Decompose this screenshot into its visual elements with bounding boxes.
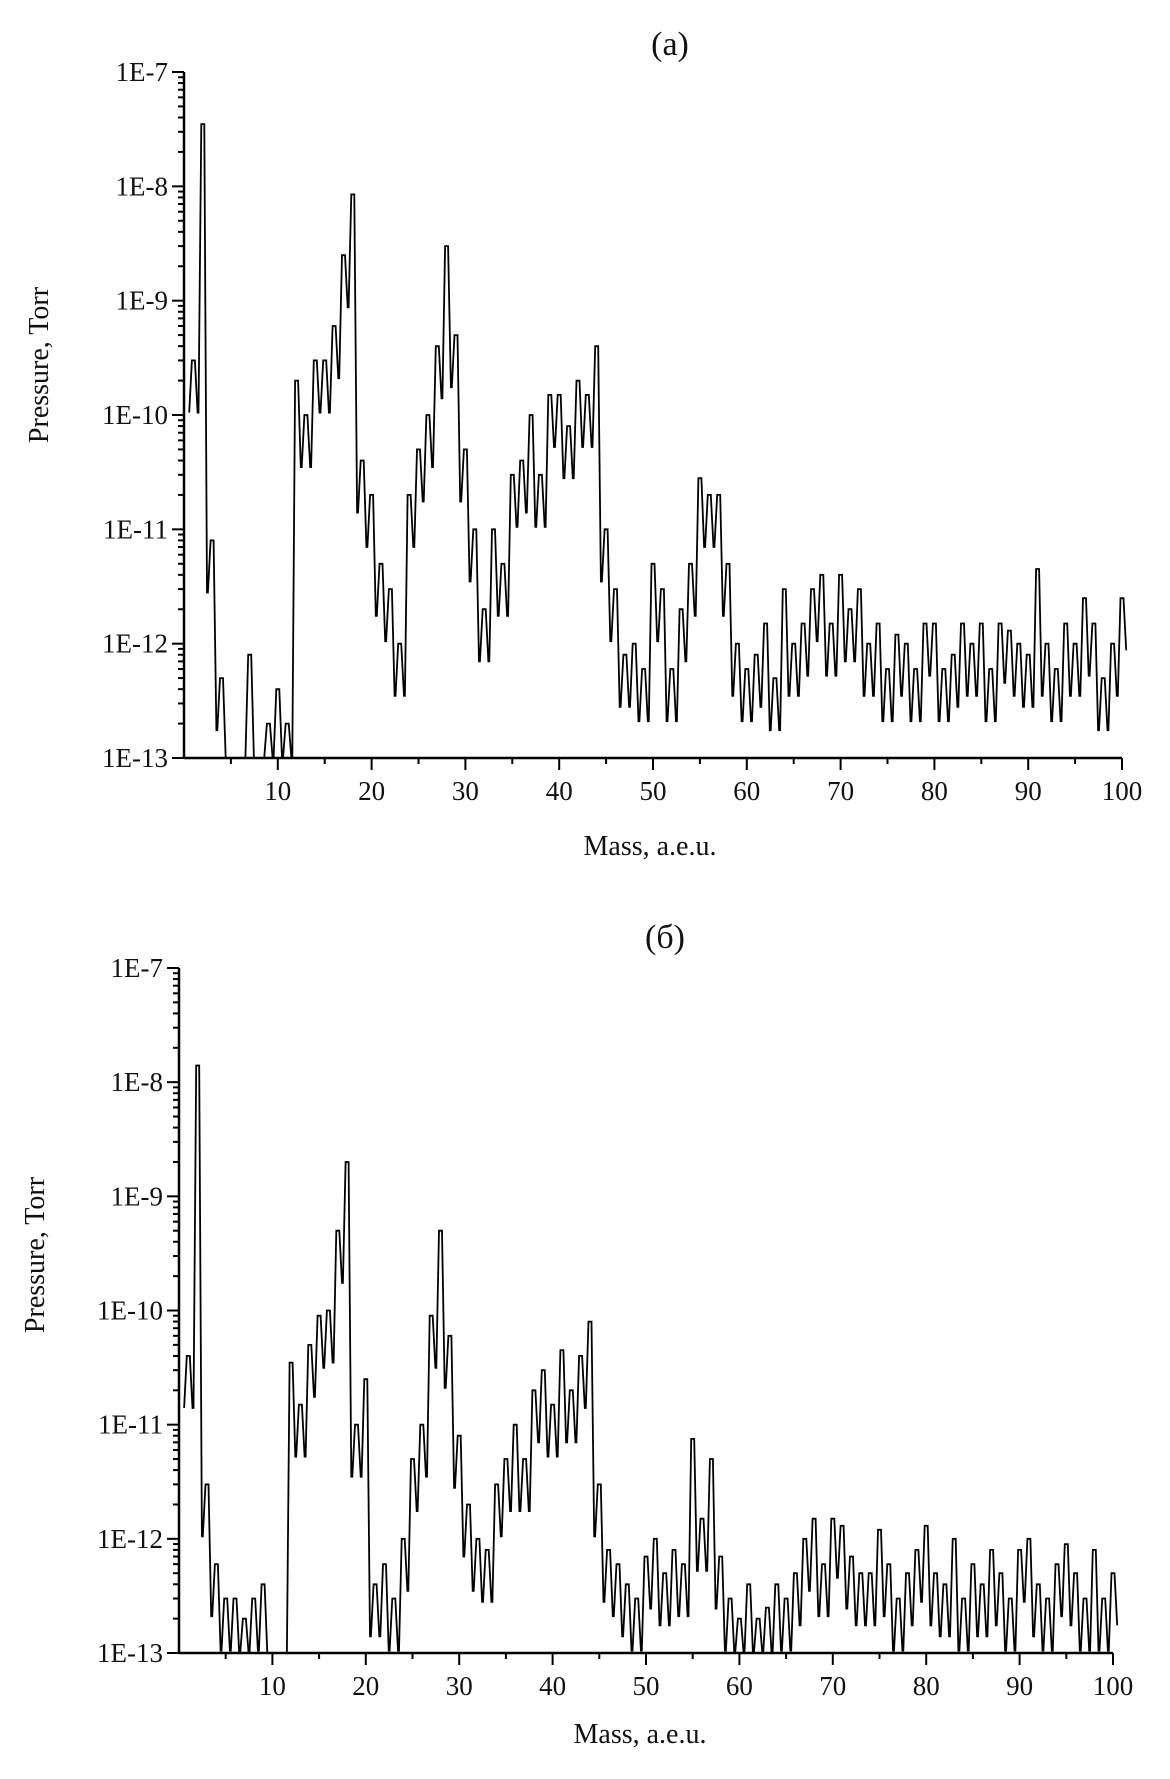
- x-tick-label: 90: [1015, 776, 1042, 806]
- y-tick-label: 1E-8: [116, 171, 168, 201]
- x-tick-label: 60: [733, 776, 760, 806]
- x-tick-label: 20: [352, 1671, 379, 1701]
- x-tick-label: 30: [446, 1671, 473, 1701]
- x-tick-label: 70: [827, 776, 854, 806]
- y-tick-label: 1E-10: [102, 400, 168, 430]
- y-tick-label: 1E-10: [97, 1296, 163, 1326]
- x-axis-title: Mass, a.e.u.: [584, 831, 717, 862]
- y-tick-label: 1E-12: [97, 1524, 163, 1554]
- x-tick-label: 10: [264, 776, 291, 806]
- x-tick-label: 10: [259, 1671, 286, 1701]
- y-tick-label: 1E-11: [103, 514, 168, 544]
- panel-label: (б): [645, 919, 685, 956]
- x-tick-label: 80: [913, 1671, 940, 1701]
- x-tick-label: 30: [452, 776, 479, 806]
- x-tick-label: 100: [1102, 776, 1143, 806]
- y-axis-title: Pressure, Torr: [24, 286, 55, 443]
- x-axis-title: Mass, a.e.u.: [574, 1719, 707, 1750]
- x-tick-label: 50: [640, 776, 667, 806]
- y-tick-label: 1E-7: [116, 57, 168, 87]
- plot-area: 1E-13 1E-12 1E-11 1E-10 1E-9 1E-8 1E-7 10 20 30 40…: [102, 57, 1142, 806]
- y-axis-title: Pressure, Torr: [20, 1176, 51, 1333]
- x-tick-label: 50: [633, 1671, 660, 1701]
- y-tick-label: 1E-12: [102, 629, 168, 659]
- y-tick-label: 1E-9: [111, 1181, 163, 1211]
- x-tick-label: 100: [1093, 1671, 1134, 1701]
- x-tick-label: 80: [921, 776, 948, 806]
- y-tick-label: 1E-13: [97, 1638, 163, 1668]
- spectrum-line: [183, 1064, 1119, 1654]
- x-tick-label: 70: [819, 1671, 846, 1701]
- x-tick-label: 40: [546, 776, 573, 806]
- y-tick-label: 1E-13: [102, 743, 168, 773]
- plot-area: 1E-13 1E-12 1E-11 1E-10 1E-9 1E-8 1E-7 10 20 30 40…: [97, 953, 1133, 1701]
- x-tick-label: 60: [726, 1671, 753, 1701]
- y-tick-label: 1E-8: [111, 1067, 163, 1097]
- y-tick-label: 1E-11: [98, 1410, 163, 1440]
- x-tick-label: 40: [539, 1671, 566, 1701]
- panel-label: (a): [651, 26, 689, 63]
- spectrum-line: [188, 123, 1128, 759]
- chart-panel-b: (б) Pressure, Torr Mass, a.e.u. 1E-131E-…: [20, 919, 1133, 1750]
- y-tick-label: 1E-9: [116, 286, 168, 316]
- x-tick-label: 20: [358, 776, 385, 806]
- x-tick-label: 90: [1006, 1671, 1033, 1701]
- chart-panel-a: (a) Pressure, Torr Mass, a.e.u. 1E-131E-…: [24, 26, 1142, 862]
- y-tick-label: 1E-7: [111, 953, 163, 983]
